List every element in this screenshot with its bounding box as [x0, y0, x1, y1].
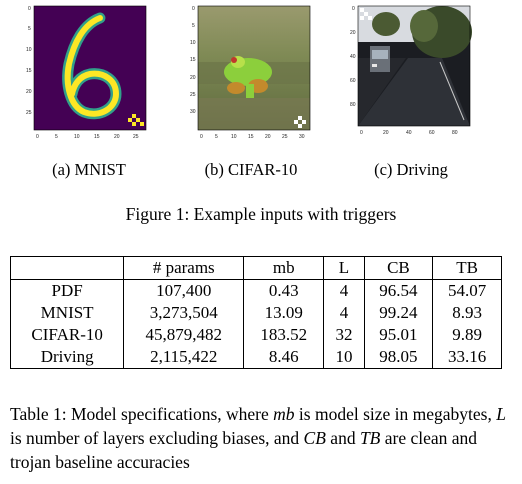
table-cell: 96.54: [363, 279, 434, 302]
table-cell: 33.16: [432, 346, 502, 369]
tick: 20: [383, 130, 389, 136]
caption-text: Table 1: Model specifications, where: [10, 404, 274, 424]
tick: 5: [215, 134, 218, 140]
table-cell: 13.09: [243, 302, 325, 324]
caption-text: are clean and trojan baseline accuracies: [10, 428, 478, 472]
table-header-cell: CB: [363, 256, 434, 280]
cifar-image-panel: 0 5 10 15 20 25 30 0 5 10 15 20 25 30: [186, 2, 316, 144]
tick: 25: [282, 134, 288, 140]
table-cell: 107,400: [123, 279, 245, 302]
table-cell: 98.05: [363, 346, 434, 369]
tick: 60: [429, 130, 435, 136]
table-header-cell: [9, 256, 125, 280]
tick: 0: [36, 134, 39, 140]
tick: 0: [28, 6, 31, 12]
tick: 10: [231, 134, 237, 140]
table-cell: 183.52: [243, 324, 325, 346]
tick: 0: [200, 134, 203, 140]
table-row: CIFAR-10 45,879,482 183.52 32 95.01 9.89: [9, 324, 502, 346]
caption-text: and: [325, 428, 360, 448]
table-cell: 10: [323, 346, 365, 369]
tick: 40: [406, 130, 412, 136]
caption-term-l: L: [496, 404, 506, 424]
tick: 30: [190, 109, 196, 115]
caption-term-tb: TB: [359, 428, 381, 448]
caption-term-mb: mb: [273, 404, 295, 424]
tick: 20: [26, 89, 32, 95]
table-cell: 0.43: [243, 279, 325, 302]
table-cell: 9.89: [432, 324, 502, 346]
table-header-cell: mb: [243, 256, 325, 280]
tick: 20: [350, 30, 356, 36]
table-row: MNIST 3,273,504 13.09 4 99.24 8.93: [9, 302, 502, 324]
tick: 0: [352, 6, 355, 12]
table-cell: 4: [323, 279, 365, 302]
table-cell: 8.93: [432, 302, 502, 324]
mnist-image-panel: 0 5 10 15 20 25 0 5 10 15 20 25: [22, 2, 152, 144]
mnist-axis-ticks: 0 5 10 15 20 25 0 5 10 15 20 25: [26, 6, 139, 140]
subcaption-driving: (c) Driving: [374, 160, 448, 179]
table-cell: PDF: [9, 279, 125, 302]
caption-text: is model size in megabytes,: [294, 404, 497, 424]
table-cell: Driving: [9, 346, 125, 369]
table-cell: 8.46: [243, 346, 325, 369]
subcaption-cifar: (b) CIFAR-10: [204, 160, 298, 179]
tick: 5: [55, 134, 58, 140]
model-specs-table: # params mb L CB TB PDF 107,400 0.43 4 9…: [9, 256, 502, 369]
table-cell: 3,273,504: [123, 302, 245, 324]
tick: 30: [299, 134, 305, 140]
table-cell: 4: [323, 302, 365, 324]
table-cell: 95.01: [363, 324, 434, 346]
tick: 20: [265, 134, 271, 140]
tick: 10: [26, 47, 32, 53]
tick: 15: [190, 57, 196, 63]
table-cell: 45,879,482: [123, 324, 245, 346]
tick: 0: [192, 6, 195, 12]
tick: 25: [26, 110, 32, 116]
tick: 15: [248, 134, 254, 140]
tick: 80: [452, 130, 458, 136]
tick: 5: [28, 26, 31, 32]
table-header-cell: L: [323, 256, 365, 280]
tick: 25: [133, 134, 139, 140]
driving-axis-ticks: 0 20 40 60 80 0 20 40 60 80: [350, 6, 458, 136]
tick: 0: [360, 130, 363, 136]
tick: 10: [74, 134, 80, 140]
tick: 15: [94, 134, 100, 140]
tick: 20: [114, 134, 120, 140]
tick: 80: [350, 102, 356, 108]
table-cell: 54.07: [432, 279, 502, 302]
table-cell: MNIST: [9, 302, 125, 324]
table-cell: 99.24: [363, 302, 434, 324]
tick: 5: [192, 23, 195, 29]
table-header-cell: TB: [432, 256, 502, 280]
tick: 15: [26, 68, 32, 74]
table-row: PDF 107,400 0.43 4 96.54 54.07: [9, 279, 502, 302]
table-cell: CIFAR-10: [9, 324, 125, 346]
table-cell: 32: [323, 324, 365, 346]
tick: 20: [190, 75, 196, 81]
tick: 10: [190, 40, 196, 46]
driving-image-panel: 0 20 40 60 80 0 20 40 60 80: [346, 2, 476, 144]
tick: 40: [350, 54, 356, 60]
table-cell: 2,115,422: [123, 346, 245, 369]
figure-caption: Figure 1: Example inputs with triggers: [125, 204, 397, 224]
table-row: Driving 2,115,422 8.46 10 98.05 33.16: [9, 346, 502, 369]
cifar-axis-ticks: 0 5 10 15 20 25 30 0 5 10 15 20 25 30: [190, 6, 305, 140]
table-header-row: # params mb L CB TB: [9, 256, 502, 280]
table-header-cell: # params: [123, 256, 245, 280]
table-caption: Table 1: Model specifications, where mb …: [10, 402, 510, 474]
subcaption-mnist: (a) MNIST: [52, 160, 126, 179]
caption-term-cb: CB: [303, 428, 326, 448]
caption-text: is number of layers excluding biases, an…: [10, 428, 304, 448]
tick: 60: [350, 78, 356, 84]
tick: 25: [190, 92, 196, 98]
